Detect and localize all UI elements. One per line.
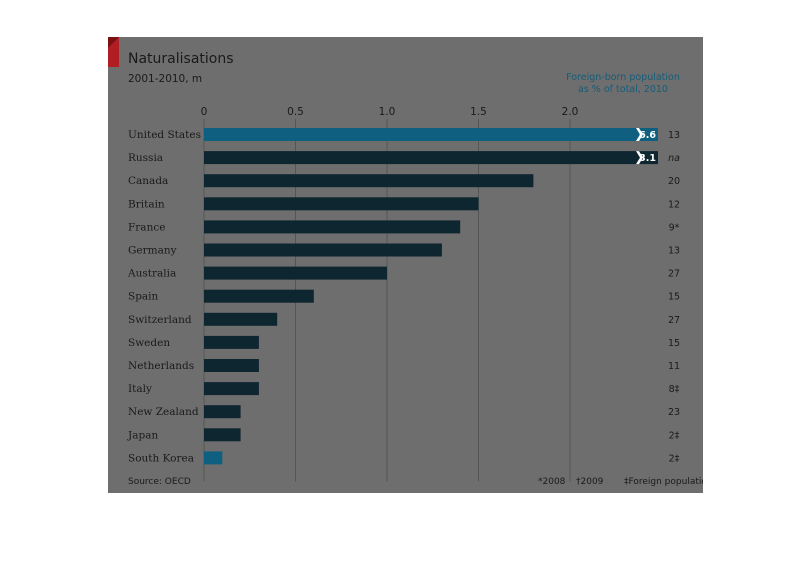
side-column-value: 13 bbox=[668, 246, 680, 257]
bar bbox=[204, 243, 442, 257]
side-column-value: 23 bbox=[668, 407, 680, 418]
side-column-value: na bbox=[668, 153, 680, 164]
category-label: Russia bbox=[128, 152, 163, 164]
bar bbox=[204, 359, 259, 372]
bar bbox=[204, 174, 534, 188]
side-column-value: 20 bbox=[668, 176, 680, 187]
category-label: Sweden bbox=[128, 337, 170, 349]
bar-break-mark bbox=[636, 151, 643, 165]
category-label: Britain bbox=[128, 198, 165, 210]
bar bbox=[204, 266, 387, 280]
bar bbox=[204, 312, 278, 326]
category-label: Australia bbox=[127, 268, 176, 280]
category-label: Spain bbox=[128, 291, 159, 303]
side-column-value: 9* bbox=[669, 222, 680, 233]
bar bbox=[204, 220, 461, 234]
category-label: France bbox=[128, 221, 165, 233]
category-label: Netherlands bbox=[128, 360, 194, 372]
bar bbox=[204, 451, 223, 465]
bar bbox=[204, 289, 314, 303]
footnote: †2009 bbox=[576, 477, 604, 487]
bar bbox=[204, 151, 658, 165]
category-label: New Zealand bbox=[128, 406, 199, 418]
footnote: ‡Foreign population bbox=[624, 477, 703, 487]
category-label: Switzerland bbox=[128, 314, 192, 326]
source-note: Source: OECD bbox=[128, 477, 191, 487]
category-label: United States bbox=[128, 129, 201, 141]
side-column-value: 2‡ bbox=[669, 453, 680, 464]
category-label: Germany bbox=[128, 245, 177, 257]
x-tick-label: 1.0 bbox=[379, 106, 396, 118]
bar-break-mark bbox=[636, 128, 643, 141]
x-tick-label: 0.5 bbox=[287, 106, 304, 118]
side-column-value: 27 bbox=[668, 315, 680, 326]
side-column-value: 12 bbox=[668, 199, 680, 210]
brand-tag bbox=[108, 37, 119, 67]
chart-svg: Naturalisations 2001-2010, m Foreign-bor… bbox=[127, 51, 703, 487]
chart-title: Naturalisations bbox=[128, 51, 234, 67]
bar bbox=[204, 335, 259, 349]
category-label: Canada bbox=[128, 175, 168, 187]
category-label: South Korea bbox=[128, 452, 194, 464]
category-label: Japan bbox=[127, 429, 158, 441]
side-column-value: 15 bbox=[668, 338, 680, 349]
side-column-value: 11 bbox=[668, 361, 680, 372]
brand-tag-corner bbox=[108, 37, 119, 48]
bar bbox=[204, 197, 479, 211]
x-tick-label: 0 bbox=[201, 106, 208, 118]
bar bbox=[204, 128, 658, 141]
bar bbox=[204, 405, 241, 419]
side-column-value: 27 bbox=[668, 269, 680, 280]
category-label: Italy bbox=[128, 383, 152, 395]
side-column-value: 2‡ bbox=[669, 430, 680, 441]
chart-subtitle: 2001-2010, m bbox=[128, 73, 202, 85]
bar-end-label: 3.1 bbox=[639, 153, 656, 164]
side-column-header-line1: Foreign-born population bbox=[566, 72, 680, 83]
side-column-value: 13 bbox=[668, 130, 680, 141]
bar-end-label: 6.6 bbox=[639, 130, 656, 141]
chart-panel: Naturalisations 2001-2010, m Foreign-bor… bbox=[108, 37, 703, 493]
side-column-value: 8‡ bbox=[669, 384, 680, 395]
side-column-header-line2: as % of total, 2010 bbox=[578, 84, 668, 95]
x-tick-label: 1.5 bbox=[470, 106, 487, 118]
x-tick-label: 2.0 bbox=[562, 106, 579, 118]
bar bbox=[204, 382, 259, 396]
bar bbox=[204, 428, 241, 442]
footnote: *2008 bbox=[538, 477, 566, 487]
side-column-value: 15 bbox=[668, 292, 680, 303]
